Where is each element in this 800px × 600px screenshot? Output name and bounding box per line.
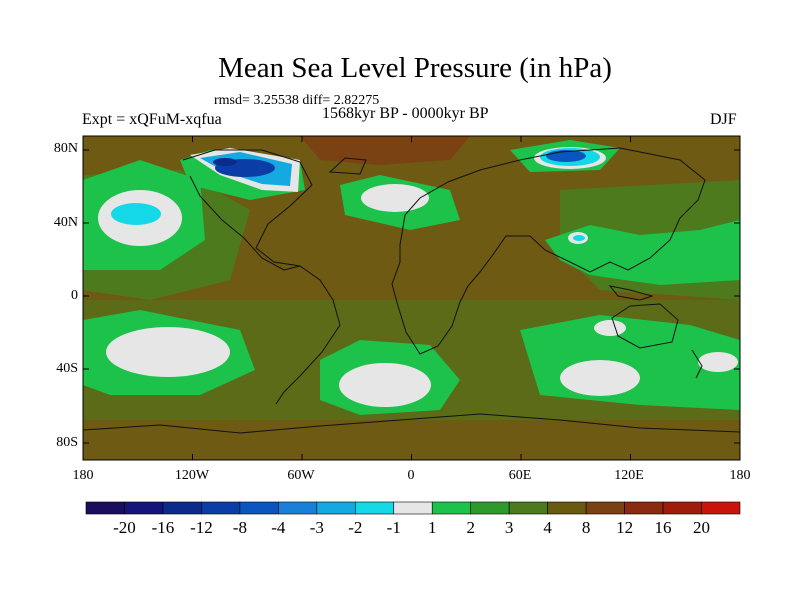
axis-ticks — [82, 136, 741, 460]
x-label-180w: 180 — [72, 468, 94, 483]
colorbar-label: 2 — [466, 518, 475, 537]
north-pacific-cyan — [111, 203, 161, 225]
colorbar-swatch — [239, 501, 279, 515]
colorbar-label: -20 — [113, 518, 136, 537]
x-label-120w: 120W — [174, 468, 210, 483]
y-label-80n: 80N — [53, 141, 78, 156]
colorbar-swatch — [85, 501, 125, 515]
colorbar-swatch — [354, 501, 395, 515]
colorbar-swatch — [278, 501, 318, 515]
colorbar-label: 20 — [693, 518, 711, 537]
season-label: DJF — [710, 111, 737, 128]
map-title: Mean Sea Level Pressure (in hPa) — [218, 52, 612, 84]
colorbar-label: 8 — [581, 518, 591, 537]
x-label-180e: 180 — [729, 468, 751, 483]
map-field — [83, 136, 740, 460]
tasman-grey — [698, 352, 738, 372]
colorbar-label: -12 — [190, 518, 213, 537]
colorbar-label: -1 — [386, 518, 401, 537]
colorbar-label: 4 — [543, 518, 552, 537]
x-label-60e: 60E — [508, 468, 532, 483]
colorbar-label: -16 — [151, 518, 175, 537]
colorbar-swatch — [201, 501, 241, 515]
y-label-80s: 80S — [56, 435, 78, 450]
south-atlantic-grey — [339, 363, 431, 407]
colorbar-swatch — [162, 501, 202, 515]
y-label-0: 0 — [71, 288, 78, 303]
indian-grey — [594, 320, 626, 336]
colorbar-swatch — [585, 501, 625, 515]
y-label-40s: 40S — [56, 361, 78, 376]
south-indian-grey — [560, 360, 640, 396]
arctic-high-anomaly — [300, 136, 470, 165]
map-subtitle: 1568kyr BP - 0000kyr BP — [322, 105, 489, 122]
colorbar-swatch — [431, 501, 472, 515]
colorbar-label: -2 — [348, 518, 363, 537]
colorbar-swatch — [701, 501, 741, 515]
canada-dark-blue — [213, 158, 237, 166]
colorbar-swatch — [124, 501, 164, 515]
coastlines — [83, 147, 740, 434]
colorbar-label: -8 — [232, 518, 247, 537]
colorbar-label: 3 — [504, 518, 514, 537]
stats-text: rmsd= 3.25538 diff= 2.82275 — [214, 93, 380, 108]
colorbar-swatch — [662, 501, 702, 515]
colorbar-label: 12 — [616, 518, 634, 537]
colorbar-label: -4 — [271, 518, 286, 537]
colorbar-label: -3 — [309, 518, 324, 537]
colorbar-label: 1 — [427, 518, 437, 537]
south-pacific-grey — [106, 327, 230, 377]
colorbar-swatch — [316, 501, 356, 515]
colorbar-swatch — [393, 501, 433, 515]
x-label-60w: 60W — [287, 468, 315, 483]
x-label-0: 0 — [407, 468, 415, 483]
y-label-40n: 40N — [53, 215, 78, 230]
colorbar-swatch — [508, 501, 548, 515]
asia-green — [545, 220, 740, 285]
colorbar-swatch — [547, 501, 587, 515]
x-label-120e: 120E — [614, 468, 644, 483]
colorbar — [85, 501, 741, 515]
colorbar-label: 16 — [654, 518, 672, 537]
colorbar-swatch — [624, 501, 664, 515]
experiment-label: Expt = xQFuM-xqfua — [82, 111, 222, 128]
tibet-cyan — [573, 235, 585, 241]
colorbar-swatch — [470, 501, 510, 515]
north-atlantic-grey — [361, 184, 429, 212]
